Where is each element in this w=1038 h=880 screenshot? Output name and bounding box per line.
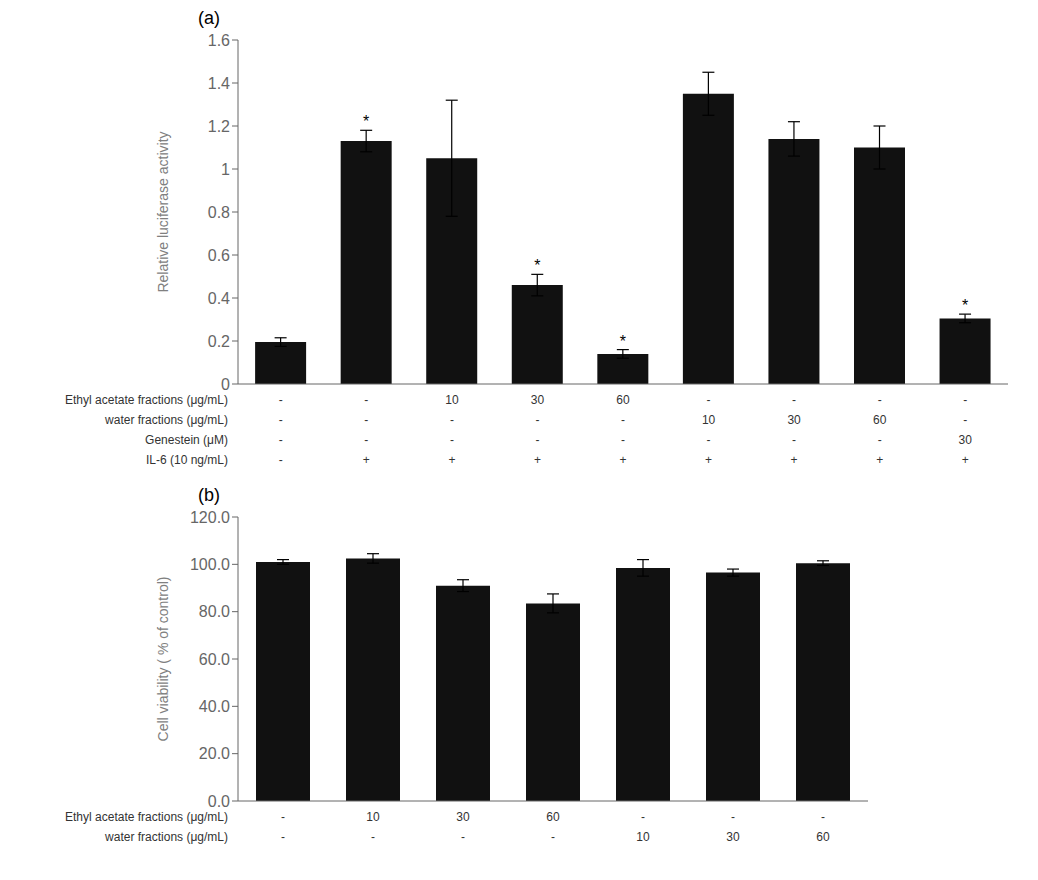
svg-text:0.0: 0.0 [208, 793, 230, 810]
svg-text:-: - [450, 433, 454, 447]
svg-text:-: - [535, 413, 539, 427]
svg-text:*: * [534, 257, 540, 274]
svg-text:+: + [876, 453, 883, 467]
svg-text:0: 0 [221, 376, 230, 393]
svg-text:+: + [363, 453, 370, 467]
svg-text:-: - [364, 433, 368, 447]
svg-text:water fractions (μg/mL): water fractions (μg/mL) [104, 413, 228, 427]
svg-text:-: - [364, 413, 368, 427]
svg-text:-: - [364, 393, 368, 407]
svg-text:+: + [705, 453, 712, 467]
svg-text:water fractions (μg/mL): water fractions (μg/mL) [104, 830, 228, 844]
svg-text:1.2: 1.2 [208, 118, 230, 135]
svg-text:-: - [963, 393, 967, 407]
svg-text:30: 30 [531, 393, 545, 407]
svg-text:-: - [792, 433, 796, 447]
svg-text:1.4: 1.4 [208, 75, 230, 92]
svg-text:+: + [448, 453, 455, 467]
svg-text:-: - [279, 453, 283, 467]
svg-text:IL-6 (10 ng/mL): IL-6 (10 ng/mL) [146, 453, 228, 467]
svg-text:0.4: 0.4 [208, 290, 230, 307]
svg-text:60: 60 [546, 810, 560, 824]
svg-text:-: - [707, 433, 711, 447]
svg-text:+: + [619, 453, 626, 467]
svg-text:1: 1 [221, 161, 230, 178]
svg-text:-: - [535, 433, 539, 447]
svg-text:-: - [731, 810, 735, 824]
svg-text:-: - [371, 830, 375, 844]
svg-text:-: - [551, 830, 555, 844]
svg-text:*: * [962, 297, 968, 314]
svg-text:-: - [821, 810, 825, 824]
svg-text:Ethyl acetate fractions (μg/mL: Ethyl acetate fractions (μg/mL) [65, 393, 228, 407]
svg-text:+: + [962, 453, 969, 467]
svg-text:20.0: 20.0 [199, 745, 230, 762]
svg-text:Relative luciferase activity: Relative luciferase activity [155, 131, 171, 292]
svg-text:-: - [281, 830, 285, 844]
svg-text:-: - [963, 413, 967, 427]
svg-text:100.0: 100.0 [190, 556, 230, 573]
svg-text:60: 60 [616, 393, 630, 407]
svg-text:30: 30 [959, 433, 973, 447]
svg-text:30: 30 [726, 830, 740, 844]
svg-text:0.8: 0.8 [208, 204, 230, 221]
svg-text:10: 10 [702, 413, 716, 427]
svg-text:-: - [279, 393, 283, 407]
svg-text:60.0: 60.0 [199, 651, 230, 668]
svg-text:*: * [363, 113, 369, 130]
svg-text:-: - [792, 393, 796, 407]
svg-text:+: + [791, 453, 798, 467]
svg-text:-: - [707, 393, 711, 407]
svg-text:120.0: 120.0 [190, 509, 230, 526]
svg-text:60: 60 [816, 830, 830, 844]
svg-text:-: - [878, 433, 882, 447]
svg-text:*: * [620, 333, 626, 350]
svg-text:10: 10 [366, 810, 380, 824]
svg-text:-: - [281, 810, 285, 824]
svg-text:80.0: 80.0 [199, 603, 230, 620]
svg-text:-: - [878, 393, 882, 407]
svg-text:40.0: 40.0 [199, 698, 230, 715]
svg-text:60: 60 [873, 413, 887, 427]
svg-text:0.2: 0.2 [208, 333, 230, 350]
svg-text:10: 10 [445, 393, 459, 407]
html-text:(b): (b) [198, 485, 220, 505]
svg-text:30: 30 [787, 413, 801, 427]
svg-text:Ethyl acetate fractions (μg/mL: Ethyl acetate fractions (μg/mL) [65, 810, 228, 824]
svg-text:-: - [641, 810, 645, 824]
svg-text:1.6: 1.6 [208, 32, 230, 49]
svg-text:Genestein (μM): Genestein (μM) [145, 433, 228, 447]
svg-text:10: 10 [636, 830, 650, 844]
svg-text:Cell viability ( % of control): Cell viability ( % of control) [155, 577, 171, 742]
svg-text:-: - [621, 413, 625, 427]
svg-text:30: 30 [456, 810, 470, 824]
svg-text:0.6: 0.6 [208, 247, 230, 264]
html-text:(a): (a) [198, 8, 220, 28]
svg-text:-: - [279, 413, 283, 427]
svg-text:-: - [450, 413, 454, 427]
svg-text:-: - [621, 433, 625, 447]
svg-text:-: - [279, 433, 283, 447]
svg-text:+: + [534, 453, 541, 467]
svg-text:-: - [461, 830, 465, 844]
